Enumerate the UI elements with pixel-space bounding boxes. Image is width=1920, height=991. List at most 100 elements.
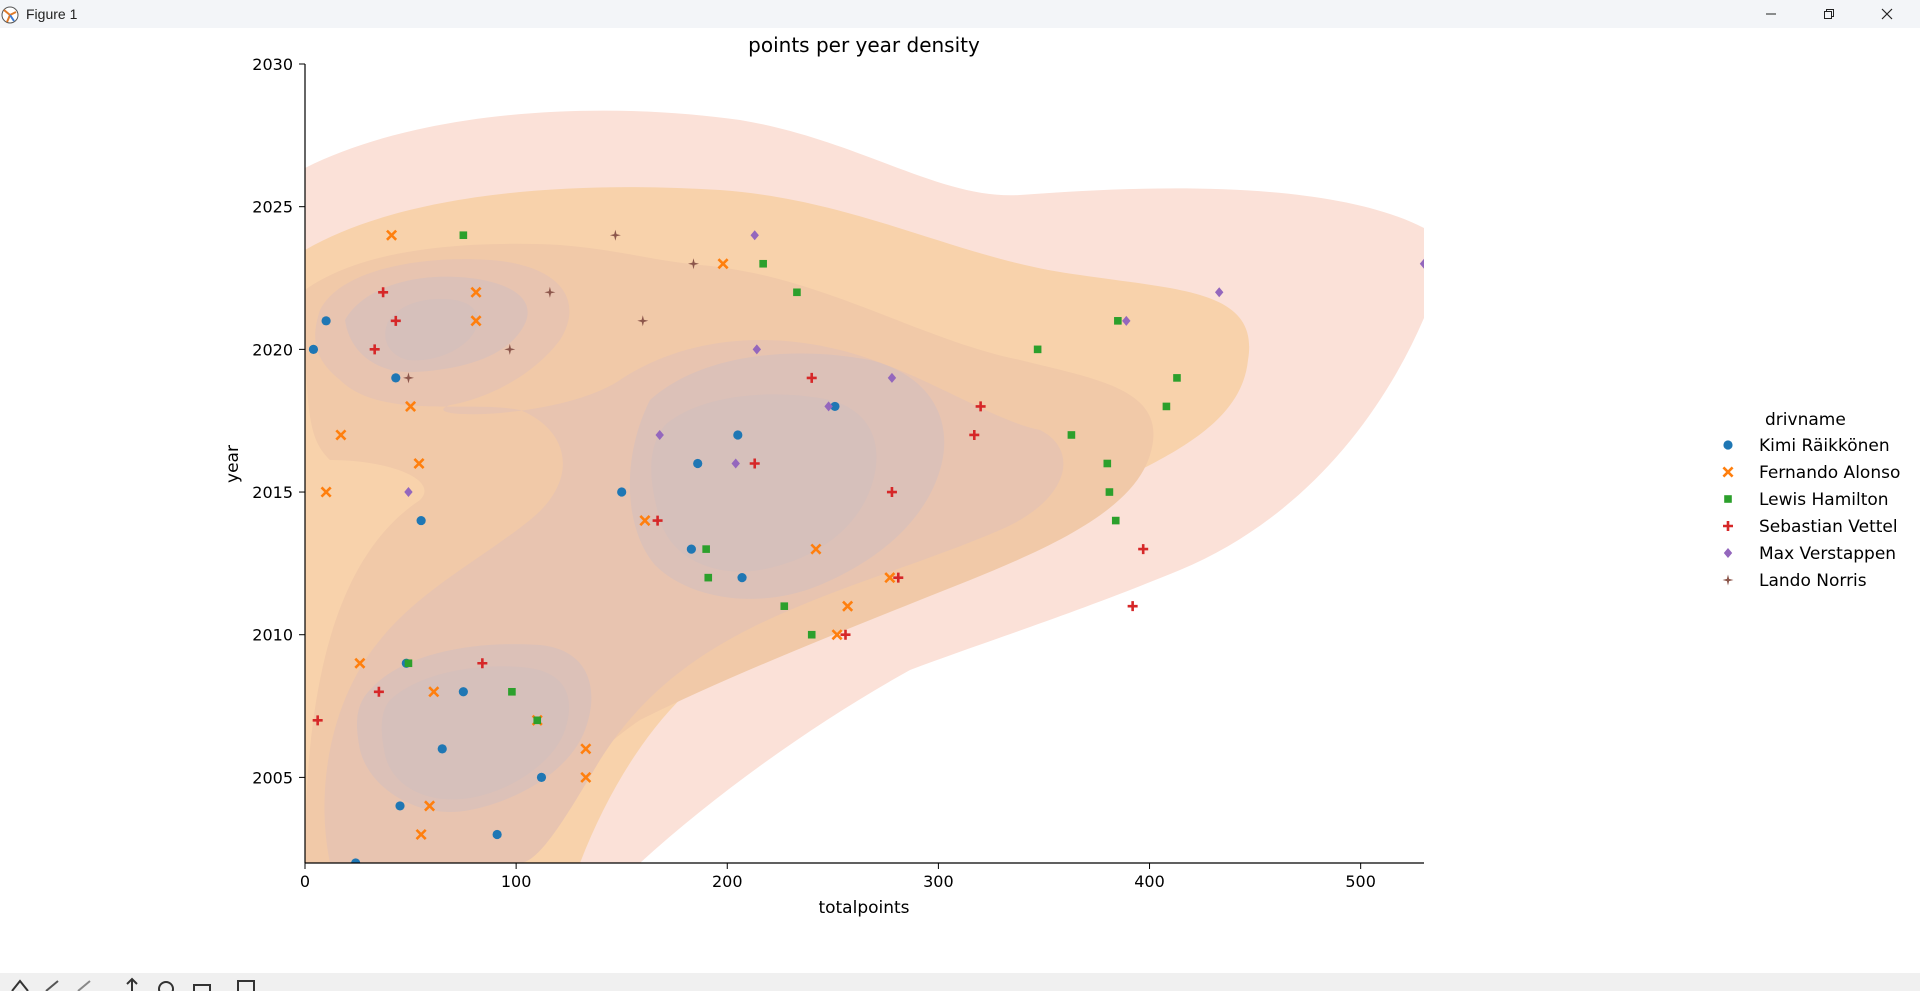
data-point-series-3 — [390, 315, 401, 326]
data-point-series-1 — [386, 229, 398, 241]
data-point-series-0 — [458, 687, 468, 697]
close-button[interactable] — [1858, 0, 1916, 28]
x-tick-label: 0 — [300, 872, 310, 891]
save-icon[interactable] — [234, 977, 258, 991]
x-ticks: 0 100 200 300 400 500 — [300, 863, 1376, 891]
data-point-series-2 — [759, 259, 767, 268]
data-point-series-1 — [354, 657, 366, 669]
x-tick-label: 500 — [1345, 872, 1376, 891]
data-point-series-3 — [312, 715, 323, 726]
data-point-series-2 — [780, 602, 789, 610]
minimize-button[interactable] — [1742, 0, 1800, 28]
legend-marker — [1722, 574, 1734, 586]
data-point-series-1 — [884, 572, 896, 584]
data-point-series-2 — [1103, 459, 1112, 468]
restore-button[interactable] — [1800, 0, 1858, 28]
data-point-series-1 — [415, 828, 427, 840]
close-icon — [1881, 8, 1893, 20]
data-point-series-4 — [750, 230, 759, 241]
data-point-series-3 — [373, 686, 384, 697]
x-tick-label: 300 — [923, 872, 954, 891]
data-point-series-0 — [437, 744, 447, 754]
data-point-series-3 — [840, 629, 851, 640]
data-point-series-1 — [717, 258, 729, 270]
data-point-series-2 — [1067, 431, 1076, 439]
data-point-series-1 — [413, 457, 425, 470]
data-point-series-3 — [893, 572, 904, 583]
back-icon[interactable] — [40, 977, 64, 991]
data-point-series-0 — [321, 316, 331, 326]
data-point-series-3 — [969, 429, 980, 440]
data-point-series-5 — [403, 372, 414, 384]
data-point-series-3 — [1127, 601, 1138, 612]
y-axis-label: year — [223, 445, 243, 483]
data-point-series-3 — [378, 287, 389, 298]
data-point-series-0 — [830, 401, 840, 412]
data-point-series-2 — [1111, 516, 1120, 525]
legend-marker — [1722, 466, 1734, 478]
minimize-icon — [1766, 13, 1776, 15]
y-tick-label: 2030 — [252, 55, 293, 74]
data-point-series-4 — [731, 458, 740, 469]
zoom-icon[interactable] — [154, 977, 178, 991]
data-point-series-0 — [737, 573, 747, 583]
y-ticks: 2005 2010 2015 2020 2025 2030 — [252, 55, 305, 787]
data-point-series-1 — [428, 686, 440, 698]
y-tick-label: 2015 — [252, 483, 293, 502]
home-icon[interactable] — [8, 977, 32, 991]
data-point-series-0 — [391, 373, 401, 383]
data-point-series-1 — [470, 286, 482, 298]
data-point-series-2 — [508, 687, 516, 696]
data-point-series-1 — [810, 543, 822, 555]
data-point-series-2 — [459, 231, 468, 240]
data-point-series-0 — [395, 801, 405, 811]
data-point-series-1 — [580, 743, 592, 755]
legend-title: drivname — [1765, 410, 1846, 430]
data-point-series-2 — [1105, 488, 1114, 496]
data-point-series-4 — [824, 401, 833, 412]
forward-icon[interactable] — [72, 977, 96, 991]
legend-label: Fernando Alonso — [1759, 463, 1900, 483]
data-point-series-3 — [477, 658, 488, 669]
density-scatter-chart: 0 100 200 300 400 500 2005 2010 2015 2020 2025 203… — [223, 33, 1900, 918]
data-point-series-3 — [652, 515, 663, 526]
data-point-series-1 — [424, 800, 436, 812]
legend-marker — [1724, 495, 1732, 503]
data-point-series-2 — [702, 545, 710, 553]
window-title: Figure 1 — [26, 6, 78, 22]
data-point-series-4 — [1122, 315, 1131, 326]
data-point-series-2 — [704, 573, 713, 582]
data-point-series-2 — [404, 659, 413, 668]
legend-marker — [1723, 521, 1733, 531]
legend-marker — [1723, 440, 1733, 450]
data-point-series-3 — [1138, 544, 1149, 555]
data-point-series-2 — [807, 630, 816, 639]
data-point-series-1 — [470, 315, 482, 327]
data-point-series-1 — [831, 629, 843, 641]
data-point-series-1 — [842, 600, 854, 612]
data-point-series-3 — [975, 401, 986, 412]
app-icon — [1, 6, 19, 24]
x-tick-label: 100 — [501, 872, 532, 891]
data-point-series-5 — [504, 343, 516, 355]
data-point-series-0 — [693, 458, 703, 469]
data-point-series-1 — [405, 400, 417, 412]
pan-icon[interactable] — [120, 977, 144, 991]
data-point-series-4 — [752, 344, 762, 355]
window-titlebar: Figure 1 — [0, 0, 1920, 28]
data-point-series-0 — [536, 772, 547, 782]
data-point-series-0 — [492, 829, 502, 840]
data-point-series-5 — [609, 229, 621, 241]
data-point-series-3 — [369, 344, 380, 355]
data-point-series-2 — [793, 288, 801, 297]
navigation-toolbar — [0, 973, 1920, 991]
data-point-series-2 — [1033, 345, 1042, 354]
data-point-series-0 — [416, 515, 426, 526]
data-point-series-3 — [749, 458, 760, 469]
legend-label: Lando Norris — [1759, 571, 1867, 591]
legend-label: Kimi Räikkönen — [1759, 436, 1890, 456]
configure-icon[interactable] — [190, 977, 214, 991]
y-tick-label: 2020 — [252, 340, 293, 359]
data-point-series-0 — [686, 544, 696, 554]
legend: drivname Kimi Räikkönen Fernando Alonso Le… — [1722, 410, 1900, 591]
